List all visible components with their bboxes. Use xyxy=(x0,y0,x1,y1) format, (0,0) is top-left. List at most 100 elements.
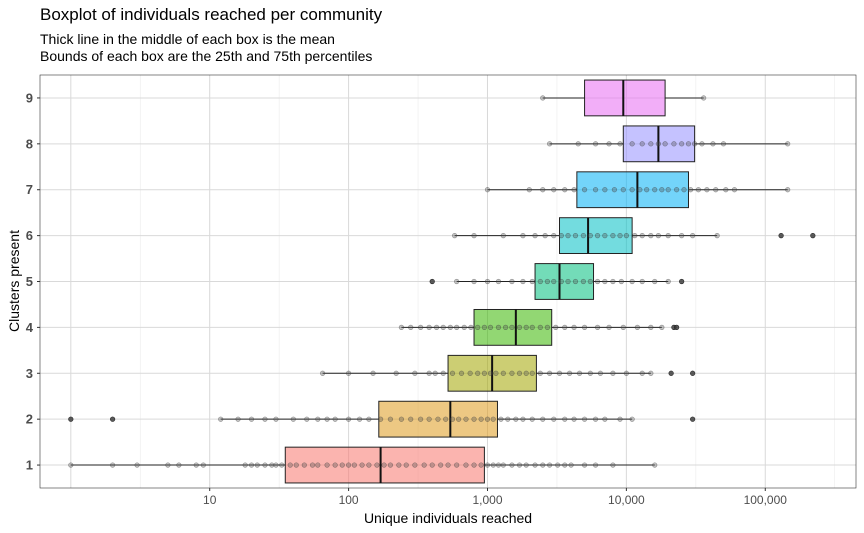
point-layer xyxy=(68,95,816,468)
data-point-7 xyxy=(551,187,557,193)
data-point-6 xyxy=(639,233,645,239)
data-point-3 xyxy=(587,370,593,376)
data-point-7 xyxy=(526,187,532,193)
data-point-4 xyxy=(440,324,446,330)
data-point-3 xyxy=(475,370,481,376)
data-point-2 xyxy=(332,416,338,422)
data-point-4 xyxy=(537,324,543,330)
data-point-8 xyxy=(692,141,698,147)
data-point-5 xyxy=(471,278,477,285)
data-point-8 xyxy=(592,141,599,147)
data-point-5 xyxy=(537,278,543,285)
data-point-2 xyxy=(520,416,526,422)
data-point-5 xyxy=(558,278,564,285)
data-point-2 xyxy=(505,416,511,422)
data-point-5 xyxy=(594,278,601,285)
data-point-4 xyxy=(659,324,665,330)
y-tick-label-7: 7 xyxy=(26,182,33,197)
data-point-4 xyxy=(418,324,424,330)
outlier-point-3 xyxy=(690,370,696,376)
data-point-5 xyxy=(602,278,608,285)
data-point-1 xyxy=(193,462,199,468)
data-point-4 xyxy=(398,324,405,330)
data-point-4 xyxy=(571,324,577,330)
data-point-2 xyxy=(273,416,279,422)
data-point-1 xyxy=(345,462,352,468)
data-point-1 xyxy=(242,462,248,468)
data-point-1 xyxy=(500,462,506,468)
data-point-4 xyxy=(581,324,588,330)
outlier-point-5 xyxy=(679,278,685,285)
data-point-1 xyxy=(293,462,299,468)
data-point-7 xyxy=(652,187,658,193)
y-tick-label-8: 8 xyxy=(26,136,33,151)
data-point-7 xyxy=(659,187,665,193)
data-point-2 xyxy=(471,416,477,422)
data-point-7 xyxy=(592,187,599,193)
data-point-1 xyxy=(68,462,74,468)
data-point-1 xyxy=(581,462,588,468)
data-point-7 xyxy=(644,187,650,193)
box-cluster-9 xyxy=(584,79,666,117)
data-point-1 xyxy=(421,462,427,468)
data-point-4 xyxy=(606,324,612,330)
data-point-4 xyxy=(502,324,509,330)
data-point-2 xyxy=(478,416,484,422)
data-point-1 xyxy=(540,462,546,468)
x-tick-label: 10,000 xyxy=(608,493,645,507)
data-point-2 xyxy=(484,416,491,422)
data-point-1 xyxy=(134,462,140,468)
data-point-7 xyxy=(620,187,626,193)
data-point-1 xyxy=(315,462,321,468)
data-point-2 xyxy=(387,416,394,422)
data-point-2 xyxy=(463,416,469,422)
data-point-2 xyxy=(315,416,321,422)
data-point-3 xyxy=(320,370,326,376)
y-tick-label-5: 5 xyxy=(26,274,33,289)
data-point-1 xyxy=(262,462,268,468)
outlier-point-2 xyxy=(110,416,116,422)
data-point-5 xyxy=(665,278,671,285)
data-point-9 xyxy=(540,95,546,101)
data-point-4 xyxy=(461,324,467,330)
data-point-2 xyxy=(602,416,608,422)
data-point-4 xyxy=(433,324,440,330)
data-point-3 xyxy=(500,370,506,376)
data-point-1 xyxy=(301,462,307,468)
data-point-1 xyxy=(652,462,658,468)
data-point-2 xyxy=(398,416,405,422)
data-point-5 xyxy=(610,278,616,285)
y-tick-label-6: 6 xyxy=(26,228,33,243)
data-point-8 xyxy=(662,141,668,147)
data-point-4 xyxy=(516,324,523,330)
data-point-1 xyxy=(403,462,409,468)
data-point-6 xyxy=(500,233,506,239)
data-point-3 xyxy=(458,370,465,376)
data-point-3 xyxy=(516,370,523,376)
data-point-3 xyxy=(610,370,616,376)
data-point-1 xyxy=(248,462,255,468)
data-point-7 xyxy=(785,187,791,193)
data-point-6 xyxy=(565,233,571,239)
data-point-1 xyxy=(555,462,561,468)
chart-title: Boxplot of individuals reached per commu… xyxy=(40,5,383,24)
data-point-3 xyxy=(426,370,432,376)
data-point-6 xyxy=(587,233,593,239)
data-point-2 xyxy=(456,416,462,422)
x-tick-label: 100 xyxy=(339,493,359,507)
outlier-point-6 xyxy=(778,233,784,239)
data-point-5 xyxy=(520,278,526,285)
data-point-5 xyxy=(629,278,635,285)
data-point-1 xyxy=(110,462,116,468)
data-point-8 xyxy=(617,141,623,147)
y-tick-label-3: 3 xyxy=(26,366,33,381)
data-point-7 xyxy=(637,187,643,193)
data-point-3 xyxy=(432,370,438,376)
data-point-4 xyxy=(594,324,601,330)
data-point-2 xyxy=(513,416,519,422)
data-point-4 xyxy=(544,324,551,330)
data-point-4 xyxy=(487,324,494,330)
data-point-4 xyxy=(475,324,481,330)
data-point-1 xyxy=(396,462,402,468)
data-point-2 xyxy=(443,416,449,422)
